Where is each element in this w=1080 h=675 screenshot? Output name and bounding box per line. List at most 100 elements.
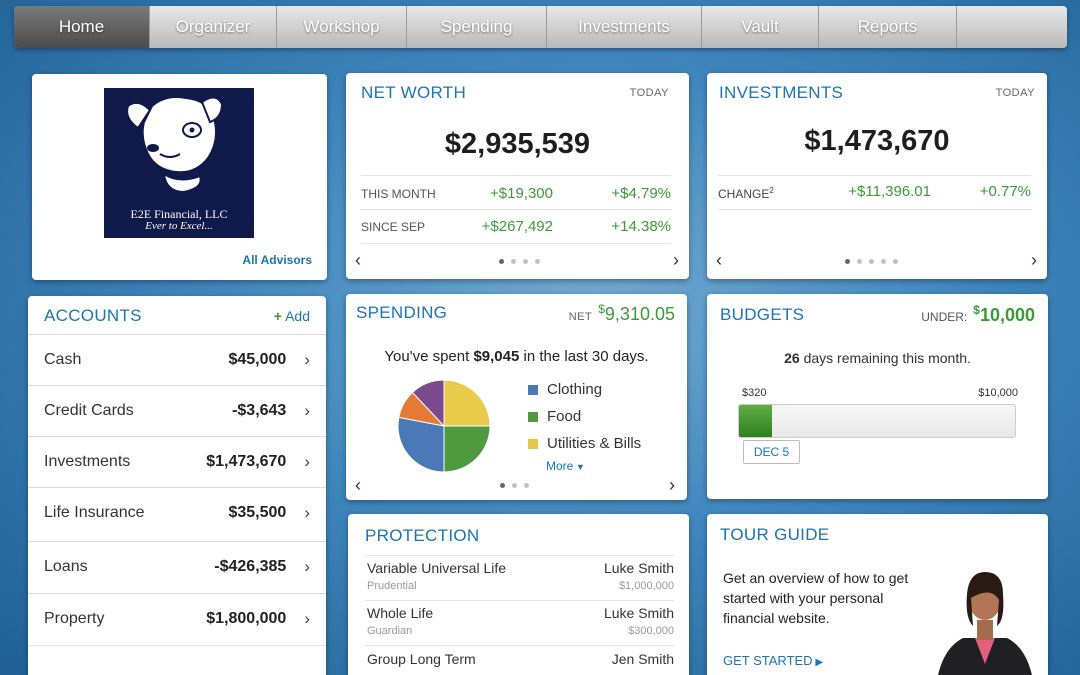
policy-provider: Guardian [367, 625, 413, 637]
investments-title: INVESTMENTS [719, 83, 844, 102]
carousel-dot[interactable] [512, 483, 517, 488]
all-advisors-link[interactable]: All Advisors [242, 253, 312, 267]
legend-swatch [528, 384, 538, 395]
carousel-dot[interactable] [500, 483, 505, 488]
account-name: Cash [44, 351, 82, 368]
carousel-dot[interactable] [523, 259, 528, 264]
net-currency: $ [598, 302, 605, 316]
spending-pie-chart[interactable] [396, 378, 492, 474]
net-worth-row: SINCE SEP +$267,492 +14.38% [361, 218, 671, 242]
tab-spending[interactable]: Spending [407, 6, 547, 48]
row-label: SINCE SEP [361, 220, 426, 234]
investments-total: $1,473,670 [804, 125, 950, 157]
carousel-next-icon[interactable]: › [673, 250, 679, 270]
change-label-text: CHANGE [718, 187, 770, 201]
divider [28, 645, 326, 646]
carousel-prev-icon[interactable]: ‹ [716, 250, 722, 270]
account-amount: -$426,385 [214, 558, 287, 575]
tour-guide-title: TOUR GUIDE [720, 525, 830, 544]
protection-card: PROTECTION Variable Universal Life Prude… [348, 514, 689, 675]
carousel-prev-icon[interactable]: ‹ [355, 250, 361, 270]
caret-down-icon: ▼ [573, 462, 585, 472]
tab-workshop[interactable]: Workshop [277, 6, 407, 48]
carousel-prev-icon[interactable]: ‹ [355, 475, 361, 495]
investments-card: INVESTMENTS TODAY $1,473,670 CHANGE2 +$1… [707, 73, 1047, 279]
accounts-card: ACCOUNTS + Add Cash $45,000 › Credit Car… [28, 296, 326, 675]
carousel-dot[interactable] [845, 259, 850, 264]
dog-logo-icon [126, 96, 224, 194]
carousel-dot[interactable] [499, 259, 504, 264]
play-arrow-icon: ▶ [812, 657, 824, 668]
account-amount: $35,500 [228, 504, 287, 521]
carousel-dot[interactable] [511, 259, 516, 264]
budgets-title: BUDGETS [720, 305, 805, 324]
bar-min-label: $320 [742, 387, 767, 399]
plus-icon: + [273, 308, 282, 324]
carousel-dot[interactable] [857, 259, 862, 264]
tab-vault[interactable]: Vault [702, 6, 819, 48]
tab-home[interactable]: Home [14, 6, 150, 48]
bar-max-label: $10,000 [978, 387, 1018, 399]
carousel-next-icon[interactable]: › [1031, 250, 1037, 270]
tab-organizer[interactable]: Organizer [150, 6, 277, 48]
carousel-dot[interactable] [893, 259, 898, 264]
account-row-loans[interactable]: Loans -$426,385 › [28, 541, 326, 592]
under-amount: $10,000 [973, 303, 1035, 326]
pie-slice-clothing[interactable] [397, 416, 445, 473]
carousel-dot[interactable] [869, 259, 874, 264]
summary-prefix: You've spent [384, 348, 474, 365]
account-row-credit-cards[interactable]: Credit Cards -$3,643 › [28, 385, 326, 436]
policy-row[interactable]: Variable Universal Life Prudential Luke … [365, 560, 674, 600]
pie-slice-utilities-bills[interactable] [443, 379, 491, 427]
advisor-logo: E2E Financial, LLC Ever to Excel... [104, 88, 254, 238]
pie-slice-food[interactable] [443, 425, 491, 473]
policy-row[interactable]: Whole Life Guardian Luke Smith $300,000 [365, 605, 674, 645]
account-row-cash[interactable]: Cash $45,000 › [28, 334, 326, 385]
policy-amount: $1,000,000 [618, 580, 674, 592]
more-link[interactable]: More ▼ [546, 459, 585, 473]
chevron-right-icon: › [304, 609, 310, 628]
policy-row[interactable]: Group Long Term Jen Smith [365, 651, 674, 675]
carousel-dot[interactable] [881, 259, 886, 264]
account-name: Life Insurance [44, 504, 145, 521]
chevron-right-icon: › [304, 452, 310, 471]
spending-summary: You've spent $9,045 in the last 30 days. [346, 348, 687, 365]
carousel-dot[interactable] [535, 259, 540, 264]
row-label: THIS MONTH [361, 187, 436, 201]
investments-period: TODAY [995, 87, 1035, 99]
add-account-button[interactable]: + Add [274, 308, 310, 324]
legend-item-food: Food [528, 403, 641, 430]
pie-slice-purple[interactable] [411, 379, 445, 428]
account-name: Credit Cards [44, 402, 134, 419]
budget-days-remaining: 26 days remaining this month. [707, 350, 1048, 366]
carousel-dots [500, 483, 529, 488]
legend-swatch [528, 411, 538, 422]
carousel-dots [845, 259, 898, 264]
account-row-investments[interactable]: Investments $1,473,670 › [28, 436, 326, 487]
row-amount: +$267,492 [481, 218, 553, 235]
main-nav: Home Organizer Workshop Spending Investm… [14, 6, 1067, 48]
budgets-card: BUDGETS UNDER: $10,000 26 days remaining… [707, 294, 1048, 499]
carousel-dot[interactable] [524, 483, 529, 488]
account-amount: $1,800,000 [206, 610, 287, 627]
under-value: 10,000 [979, 305, 1035, 325]
divider [718, 209, 1031, 210]
policy-provider: Prudential [367, 580, 417, 592]
chevron-right-icon: › [304, 557, 310, 576]
spending-title: SPENDING [356, 303, 448, 322]
tab-reports[interactable]: Reports [819, 6, 957, 48]
divider [718, 175, 1031, 176]
change-pct: +0.77% [979, 183, 1031, 200]
account-row-property[interactable]: Property $1,800,000 › [28, 593, 326, 644]
account-row-life-insurance[interactable]: Life Insurance $35,500 › [28, 487, 326, 538]
tab-investments[interactable]: Investments [547, 6, 702, 48]
chevron-right-icon: › [304, 401, 310, 420]
under-currency: $ [973, 303, 980, 317]
policy-owner: Luke Smith [603, 605, 674, 621]
divider [365, 645, 674, 646]
carousel-next-icon[interactable]: › [669, 475, 675, 495]
policy-name: Group Long Term [367, 651, 476, 667]
get-started-link[interactable]: GET STARTED ▶ [723, 653, 823, 668]
chevron-right-icon: › [304, 350, 310, 369]
divider [365, 555, 674, 556]
